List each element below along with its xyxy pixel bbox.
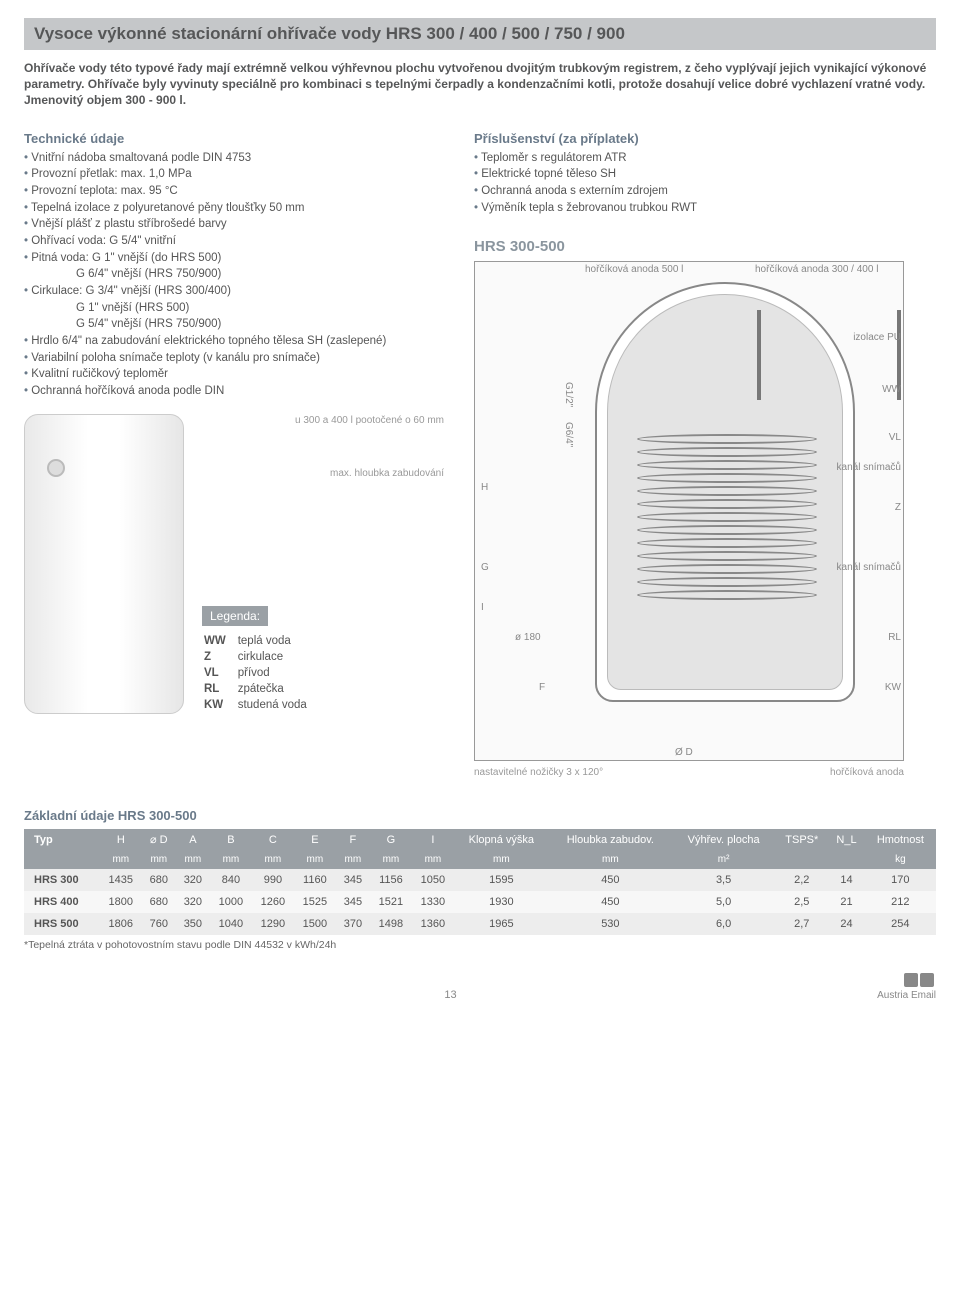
tech-item: Cirkulace: G 3/4" vnější (HRS 300/400): [24, 283, 444, 300]
tech-item: Pitná voda: G 1" vnější (do HRS 500): [24, 250, 444, 267]
tank-outline: [595, 282, 855, 702]
page-number: 13: [444, 989, 456, 1001]
label-z: Z: [895, 502, 901, 513]
label-g64: G6/4": [563, 422, 574, 447]
accessory-item: Elektrické topné těleso SH: [474, 166, 936, 183]
tech-item-sub: G 1" vnější (HRS 500): [24, 300, 444, 317]
diagram-area: hořčíková anoda 500 l hořčíková anoda 30…: [474, 261, 936, 778]
technical-heading: Technické údaje: [24, 131, 444, 146]
tech-item: Provozní přetlak: max. 1,0 MPa: [24, 166, 444, 183]
label-izolace: izolace PU: [853, 332, 901, 343]
label-bottom-anode: hořčíková anoda: [830, 767, 904, 778]
label-oD: Ø D: [675, 747, 693, 758]
tech-item: Tepelná izolace z polyuretanové pěny tlo…: [24, 200, 444, 217]
label-feet: nastavitelné nožičky 3 x 120°: [474, 767, 603, 778]
legend-row: Zcirkulace: [204, 650, 317, 664]
label-F: F: [539, 682, 545, 693]
aside-notes: u 300 a 400 l pootočené o 60 mm max. hlo…: [202, 414, 444, 520]
legend-row: VLpřívod: [204, 666, 317, 680]
two-column-area: Technické údaje Vnitřní nádoba smaltovan…: [24, 131, 936, 779]
label-kanal: kanál snímačů: [837, 462, 901, 473]
tech-item: Variabilní poloha snímače teploty (v kan…: [24, 350, 444, 367]
legend-row: RLzpátečka: [204, 682, 317, 696]
note-depth: max. hloubka zabudování: [202, 467, 444, 480]
title-bar: Vysoce výkonné stacionární ohřívače vody…: [24, 18, 936, 50]
accessory-item: Teploměr s regulátorem ATR: [474, 150, 936, 167]
legend-table: WWteplá voda Zcirkulace VLpřívod RLzpátečka…: [202, 632, 319, 714]
legend-heading: Legenda:: [202, 606, 268, 626]
label-G: G: [481, 562, 489, 573]
table-row: HRS 300143568032084099011603451156105015…: [24, 869, 936, 891]
tech-item: Vnější plášť z plastu stříbrošedé barvy: [24, 216, 444, 233]
table-row: HRS 500180676035010401290150037014981360…: [24, 913, 936, 935]
data-table: TypH⌀ DABCEFGIKlopná výškaHloubka zabudo…: [24, 829, 936, 935]
accessory-item: Výměník tepla s žebrovanou trubkou RWT: [474, 200, 936, 217]
aside-column: u 300 a 400 l pootočené o 60 mm max. hlo…: [202, 414, 444, 714]
intro-text: Ohřívače vody této typové řady mají extr…: [24, 60, 936, 109]
label-I: I: [481, 602, 484, 613]
label-kanal2: kanál snímačů: [837, 562, 901, 573]
tech-item: Hrdlo 6/4" na zabudování elektrického to…: [24, 333, 444, 350]
legend-row: WWteplá voda: [204, 634, 317, 648]
table-row: HRS 400180068032010001260152534515211330…: [24, 891, 936, 913]
right-column: Příslušenství (za příplatek) Teploměr s …: [474, 131, 936, 779]
brand-logo: Austria Email: [877, 973, 936, 1001]
table-units-row: mmmmmmmmmmmmmmmmmmmmmmm²kg: [24, 850, 936, 869]
left-column: Technické údaje Vnitřní nádoba smaltovan…: [24, 131, 444, 779]
accessories-list: Teploměr s regulátorem ATRElektrické top…: [474, 150, 936, 217]
page-title: Vysoce výkonné stacionární ohřívače vody…: [34, 24, 926, 44]
accessory-item: Ochranná anoda s externím zdrojem: [474, 183, 936, 200]
tech-item: Ochranná hořčíková anoda podle DIN: [24, 383, 444, 400]
label-g12: G1/2": [563, 382, 574, 407]
legend-wrap: Legenda: WWteplá voda Zcirkulace VLpřívod R…: [202, 594, 444, 714]
tech-item: Vnitřní nádoba smaltovaná podle DIN 4753: [24, 150, 444, 167]
label-vl: VL: [889, 432, 901, 443]
brand-name: Austria Email: [877, 990, 936, 1001]
tech-item: Kvalitní ručičkový teploměr: [24, 366, 444, 383]
tech-item: Provozní teplota: max. 95 °C: [24, 183, 444, 200]
diagram-bottom-notes: nastavitelné nožičky 3 x 120° hořčíková …: [474, 767, 904, 778]
anode-rod-1: [757, 310, 761, 400]
table-footnote: *Tepelná ztráta v pohotovostním stavu po…: [24, 939, 936, 951]
label-rl: RL: [888, 632, 901, 643]
legend-row: KWstudená voda: [204, 698, 317, 712]
label-ww: WW: [882, 384, 901, 395]
product-photo: [24, 414, 184, 714]
table-head-row: TypH⌀ DABCEFGIKlopná výškaHloubka zabudo…: [24, 829, 936, 850]
data-table-title: Základní údaje HRS 300-500: [24, 808, 936, 823]
label-kw: KW: [885, 682, 901, 693]
page-footer: 13 Austria Email: [24, 973, 936, 1001]
label-H: H: [481, 482, 488, 493]
label-anode500: hořčíková anoda 500 l: [585, 264, 683, 275]
note-rotation: u 300 a 400 l pootočené o 60 mm: [202, 414, 444, 427]
tech-item-sub: G 5/4" vnější (HRS 750/900): [24, 316, 444, 333]
accessories-heading: Příslušenství (za příplatek): [474, 131, 936, 146]
label-anode300: hořčíková anoda 300 / 400 l: [755, 264, 878, 275]
technical-diagram: hořčíková anoda 500 l hořčíková anoda 30…: [474, 261, 904, 761]
technical-list: Vnitřní nádoba smaltovaná podle DIN 4753…: [24, 150, 444, 400]
tech-item: Ohřívací voda: G 5/4" vnitřní: [24, 233, 444, 250]
heating-coil: [637, 434, 817, 634]
label-o180: ø 180: [515, 632, 541, 643]
tech-item-sub: G 6/4" vnější (HRS 750/900): [24, 266, 444, 283]
mid-row: u 300 a 400 l pootočené o 60 mm max. hlo…: [24, 414, 444, 714]
diagram-title: HRS 300-500: [474, 238, 936, 255]
